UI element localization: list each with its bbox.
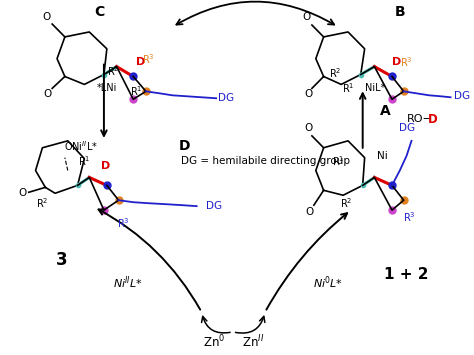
Text: R$^2$: R$^2$ bbox=[36, 196, 49, 210]
Text: R$^2$: R$^2$ bbox=[340, 196, 352, 210]
Text: R$^2$: R$^2$ bbox=[329, 67, 342, 81]
Text: D: D bbox=[428, 113, 438, 126]
Text: DG: DG bbox=[455, 91, 471, 101]
Text: R$^3$: R$^3$ bbox=[142, 52, 154, 66]
Text: O: O bbox=[42, 12, 50, 22]
Text: O: O bbox=[306, 207, 314, 217]
Text: D: D bbox=[101, 160, 110, 170]
Text: R$^2$: R$^2$ bbox=[108, 65, 120, 78]
Text: Ni$^{II}$L*: Ni$^{II}$L* bbox=[113, 274, 143, 291]
Text: O: O bbox=[304, 123, 312, 133]
Text: 3: 3 bbox=[56, 251, 68, 269]
Text: R$^3$: R$^3$ bbox=[401, 55, 413, 69]
Text: RO−: RO− bbox=[407, 114, 432, 124]
Text: O: O bbox=[43, 89, 51, 99]
Text: R$^1$: R$^1$ bbox=[78, 154, 91, 168]
Text: O: O bbox=[302, 12, 310, 22]
Text: A: A bbox=[380, 104, 391, 118]
Text: NiL*: NiL* bbox=[365, 83, 385, 93]
Text: DG: DG bbox=[206, 201, 222, 211]
Text: R$^3$: R$^3$ bbox=[117, 216, 130, 230]
Text: O: O bbox=[19, 188, 27, 198]
Text: Zn$^0$: Zn$^0$ bbox=[203, 333, 225, 350]
Text: R$^1$: R$^1$ bbox=[342, 81, 354, 95]
Text: D: D bbox=[392, 57, 401, 67]
Text: B: B bbox=[394, 5, 405, 19]
Text: DG = hemilabile directing group: DG = hemilabile directing group bbox=[181, 155, 349, 166]
Text: Zn$^{II}$: Zn$^{II}$ bbox=[242, 333, 264, 350]
Text: ONi$^{II}$L*: ONi$^{II}$L* bbox=[64, 139, 99, 153]
Text: *LNi: *LNi bbox=[97, 83, 117, 93]
Text: 1 + 2: 1 + 2 bbox=[384, 267, 429, 282]
Text: DG: DG bbox=[399, 123, 415, 133]
Text: C: C bbox=[94, 5, 104, 19]
Text: D: D bbox=[137, 57, 146, 67]
Text: R$^1$: R$^1$ bbox=[130, 84, 142, 98]
Text: Ni: Ni bbox=[377, 151, 388, 161]
Text: Ni$^{0}$L*: Ni$^{0}$L* bbox=[313, 274, 344, 291]
Text: D: D bbox=[179, 139, 191, 153]
Text: DG: DG bbox=[218, 93, 234, 103]
Text: O: O bbox=[304, 89, 312, 99]
Text: R$^3$: R$^3$ bbox=[403, 210, 416, 224]
Text: R$^1$: R$^1$ bbox=[332, 154, 345, 168]
